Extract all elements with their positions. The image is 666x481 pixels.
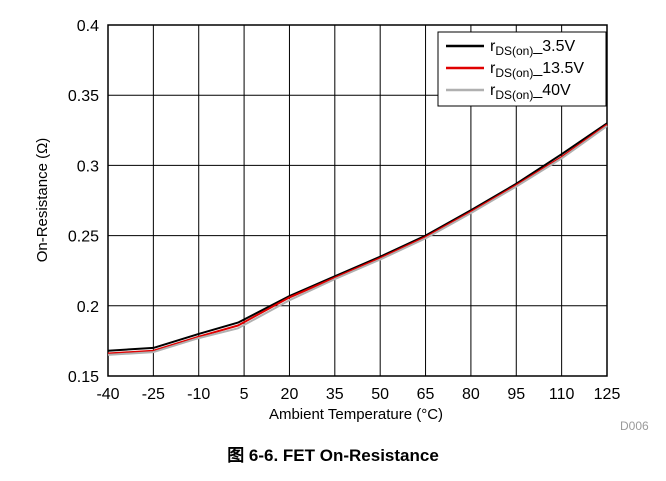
y-tick-labels: 0.15 0.2 0.25 0.3 0.35 0.4 xyxy=(68,18,99,386)
y-tick-label: 0.15 xyxy=(68,369,99,386)
plot-area-border xyxy=(107,24,608,377)
legend-entry-2: rDS(on)_40V xyxy=(490,82,571,102)
series-layer xyxy=(107,122,608,356)
x-tick-label: 80 xyxy=(462,386,480,403)
y-tick-label: 0.3 xyxy=(77,158,99,175)
x-tick-label: 5 xyxy=(240,386,249,403)
legend-entry-1: rDS(on)_13.5V xyxy=(490,60,584,80)
x-tick-label: 125 xyxy=(594,386,621,403)
x-tick-label: 65 xyxy=(417,386,435,403)
x-axis-label: Ambient Temperature (°C) xyxy=(269,406,443,423)
figure-code: D006 xyxy=(620,419,649,433)
x-tick-label: -10 xyxy=(187,386,210,403)
legend-entry-0: rDS(on)_3.5V xyxy=(490,38,575,58)
y-axis-label: On-Resistance (Ω) xyxy=(34,138,51,263)
series-line-1 xyxy=(107,123,608,355)
series-line-2 xyxy=(107,125,608,356)
x-tick-label: -40 xyxy=(96,386,119,403)
y-tick-label: 0.4 xyxy=(77,18,99,35)
x-tick-label: -25 xyxy=(142,386,165,403)
y-tick-label: 0.2 xyxy=(77,299,99,316)
x-tick-label: 110 xyxy=(549,386,575,403)
series-line-0 xyxy=(107,122,608,352)
y-tick-label: 0.25 xyxy=(68,229,99,246)
x-tick-label: 20 xyxy=(281,386,299,403)
figure-caption: 图 6-6. FET On-Resistance xyxy=(227,446,439,465)
x-tick-labels: -40 -25 -10 5 20 35 50 65 80 95 110 125 xyxy=(96,386,620,403)
y-tick-label: 0.35 xyxy=(68,88,99,105)
x-tick-label: 95 xyxy=(507,386,525,403)
x-tick-label: 50 xyxy=(371,386,389,403)
x-tick-label: 35 xyxy=(326,386,344,403)
